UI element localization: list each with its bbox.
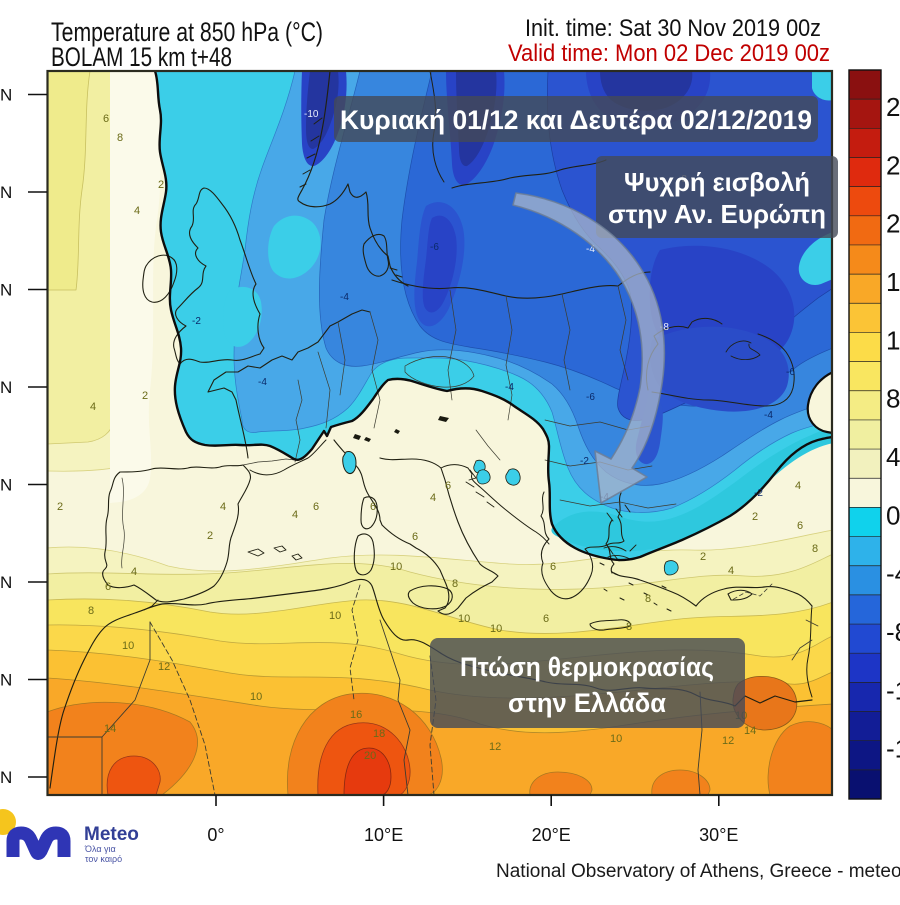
svg-text:8: 8 xyxy=(117,132,123,144)
svg-text:N: N xyxy=(0,768,12,787)
svg-text:στην Αν. Ευρώπη: στην Αν. Ευρώπη xyxy=(608,199,826,229)
svg-text:2: 2 xyxy=(142,390,148,402)
svg-text:4: 4 xyxy=(90,401,96,413)
svg-text:-8: -8 xyxy=(886,617,900,647)
svg-text:-6: -6 xyxy=(586,392,595,403)
svg-text:National Observatory of Athens: National Observatory of Athens, Greece -… xyxy=(496,861,900,882)
svg-text:8: 8 xyxy=(886,384,900,414)
svg-text:N: N xyxy=(0,378,12,397)
svg-text:-6: -6 xyxy=(430,242,439,253)
svg-text:14: 14 xyxy=(744,725,756,737)
svg-text:Init. time: Sat 30 Nov 2019 00: Init. time: Sat 30 Nov 2019 00z xyxy=(525,15,821,42)
svg-text:-2: -2 xyxy=(754,488,763,499)
svg-text:6: 6 xyxy=(797,520,803,532)
svg-text:N: N xyxy=(0,86,12,105)
svg-text:24: 24 xyxy=(886,150,900,180)
svg-text:6: 6 xyxy=(412,531,418,543)
svg-text:Temperature at 850 hPa (°C): Temperature at 850 hPa (°C) xyxy=(51,17,323,47)
svg-text:6: 6 xyxy=(445,480,451,492)
svg-text:Ψυχρή εισβολή: Ψυχρή εισβολή xyxy=(624,167,810,197)
svg-text:Valid time: Mon 02 Dec 2019 00: Valid time: Mon 02 Dec 2019 00z xyxy=(508,40,830,67)
svg-text:-4: -4 xyxy=(764,410,773,421)
svg-text:-4: -4 xyxy=(586,244,595,255)
svg-text:-4: -4 xyxy=(258,377,267,388)
svg-text:10: 10 xyxy=(250,691,262,703)
svg-text:16: 16 xyxy=(350,709,362,721)
svg-text:4: 4 xyxy=(430,492,436,504)
svg-text:6: 6 xyxy=(103,113,109,125)
svg-text:12: 12 xyxy=(489,741,501,753)
svg-text:2: 2 xyxy=(207,530,213,542)
svg-text:0: 0 xyxy=(886,500,900,530)
svg-text:10°E: 10°E xyxy=(364,825,403,845)
svg-text:30°E: 30°E xyxy=(699,825,738,845)
svg-text:-6: -6 xyxy=(786,367,795,378)
svg-text:10: 10 xyxy=(610,733,622,745)
svg-text:12: 12 xyxy=(722,735,734,747)
svg-text:τον καιρό: τον καιρό xyxy=(85,854,122,864)
svg-text:4: 4 xyxy=(728,565,734,577)
svg-text:6: 6 xyxy=(550,561,556,573)
svg-text:Κυριακή 01/12 και Δευτέρα 02/1: Κυριακή 01/12 και Δευτέρα 02/12/2019 xyxy=(340,105,812,135)
svg-text:στην Ελλάδα: στην Ελλάδα xyxy=(508,688,666,718)
svg-text:-4: -4 xyxy=(505,382,514,393)
svg-text:8: 8 xyxy=(812,543,818,555)
svg-text:10: 10 xyxy=(122,640,134,652)
svg-text:8: 8 xyxy=(645,593,651,605)
svg-text:4: 4 xyxy=(795,480,801,492)
svg-text:-4: -4 xyxy=(886,559,900,589)
svg-text:6: 6 xyxy=(370,501,376,513)
svg-text:4: 4 xyxy=(220,501,226,513)
svg-text:BOLAM 15 km t+48: BOLAM 15 km t+48 xyxy=(51,42,232,72)
svg-text:10: 10 xyxy=(390,561,402,573)
svg-text:N: N xyxy=(0,183,12,202)
svg-text:-10: -10 xyxy=(304,109,319,120)
svg-text:18: 18 xyxy=(373,728,385,740)
svg-text:N: N xyxy=(0,671,12,690)
svg-text:20°E: 20°E xyxy=(532,825,571,845)
svg-text:6: 6 xyxy=(543,613,549,625)
svg-text:10: 10 xyxy=(458,613,470,625)
svg-text:Πτώση θερμοκρασίας: Πτώση θερμοκρασίας xyxy=(460,652,714,682)
svg-text:-12: -12 xyxy=(886,675,900,705)
svg-text:2: 2 xyxy=(57,501,63,513)
svg-text:Όλα για: Όλα για xyxy=(84,844,116,854)
svg-text:2: 2 xyxy=(158,179,164,191)
svg-text:20: 20 xyxy=(364,750,376,762)
svg-text:-8: -8 xyxy=(660,322,669,333)
svg-text:8: 8 xyxy=(452,578,458,590)
svg-text:Meteo: Meteo xyxy=(84,824,139,845)
svg-text:6: 6 xyxy=(105,581,111,593)
svg-text:8: 8 xyxy=(626,621,632,633)
svg-text:-4: -4 xyxy=(340,292,349,303)
svg-text:4: 4 xyxy=(886,442,900,472)
svg-text:10: 10 xyxy=(329,610,341,622)
svg-text:N: N xyxy=(0,573,12,592)
svg-text:8: 8 xyxy=(88,605,94,617)
svg-text:-16: -16 xyxy=(886,734,900,764)
svg-text:4: 4 xyxy=(134,205,140,217)
svg-text:6: 6 xyxy=(313,501,319,513)
svg-text:0°: 0° xyxy=(207,825,224,845)
svg-text:12: 12 xyxy=(158,661,170,673)
svg-text:N: N xyxy=(0,476,12,495)
svg-text:4: 4 xyxy=(131,566,137,578)
svg-text:N: N xyxy=(0,281,12,300)
svg-text:-2: -2 xyxy=(580,456,589,467)
svg-text:20: 20 xyxy=(886,209,900,239)
svg-text:14: 14 xyxy=(104,723,116,735)
svg-text:-2: -2 xyxy=(192,316,201,327)
svg-text:4: 4 xyxy=(292,509,298,521)
svg-text:12: 12 xyxy=(886,325,900,355)
svg-text:28: 28 xyxy=(886,92,900,122)
svg-text:16: 16 xyxy=(886,267,900,297)
svg-text:2: 2 xyxy=(752,511,758,523)
svg-text:2: 2 xyxy=(700,551,706,563)
svg-text:10: 10 xyxy=(490,623,502,635)
